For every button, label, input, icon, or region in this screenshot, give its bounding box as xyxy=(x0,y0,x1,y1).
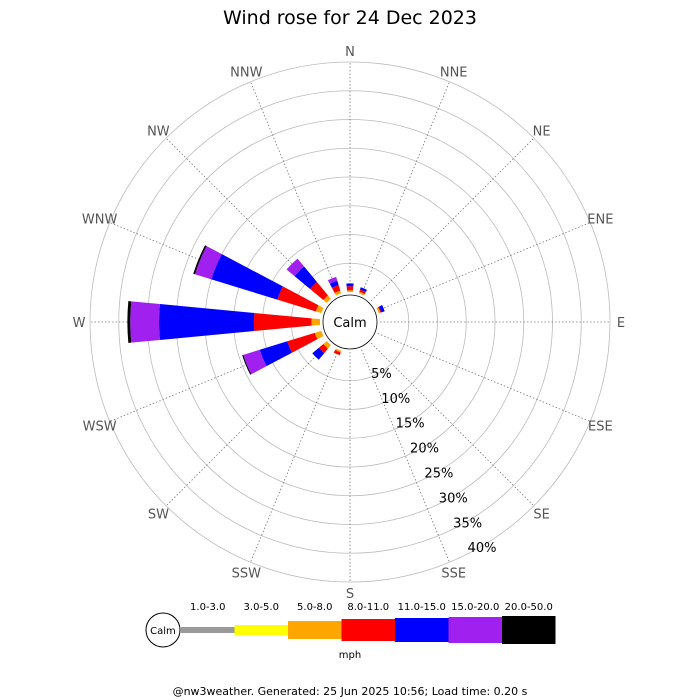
bar-segment xyxy=(323,341,331,349)
legend-label: 15.0-20.0 xyxy=(451,602,499,613)
bar-segment xyxy=(315,305,324,314)
direction-label: S xyxy=(346,587,354,602)
bar-segment xyxy=(323,295,331,303)
bar-segment xyxy=(327,276,338,284)
ring-label: 20% xyxy=(410,442,439,457)
bar-segment xyxy=(329,280,339,288)
grid-ring xyxy=(118,90,582,554)
ring-label: 25% xyxy=(424,466,453,481)
direction-label: NW xyxy=(147,124,170,139)
ring-label: 10% xyxy=(381,392,410,407)
ring-label: 5% xyxy=(371,367,392,382)
legend-label: 5.0-8.0 xyxy=(297,602,332,613)
legend-label: 8.0-11.0 xyxy=(347,602,389,613)
legend-swatch xyxy=(181,627,235,633)
bar-segment xyxy=(346,286,354,291)
direction-label: E xyxy=(617,316,625,331)
bar-segment xyxy=(359,289,366,294)
legend-swatch xyxy=(234,625,288,635)
bar-segment xyxy=(312,347,325,360)
legend: Calm 1.0-3.0 3.0-5.0 5.0-8.0 8.0-11.0 11.0-15… xyxy=(145,602,556,648)
bar-segment xyxy=(286,258,305,277)
bar-segment xyxy=(211,254,283,300)
bar-segment xyxy=(360,287,367,292)
legend-swatch xyxy=(448,617,502,643)
bar-segment xyxy=(127,301,132,343)
calm-circle xyxy=(322,294,378,350)
legend-label: 3.0-5.0 xyxy=(244,602,279,613)
bar-segment xyxy=(379,305,385,313)
bar-segment xyxy=(311,318,321,326)
legend-swatch xyxy=(502,616,556,644)
bar-segment xyxy=(259,341,292,367)
bar-segment xyxy=(335,348,342,353)
bar-segment xyxy=(333,350,341,356)
direction-label: NE xyxy=(533,124,551,139)
direction-label: SE xyxy=(533,508,549,523)
legend-label: 20.0-50.0 xyxy=(505,602,553,613)
direction-label: SSE xyxy=(441,566,466,581)
bar-segment xyxy=(310,282,328,300)
legend-calm-circle xyxy=(145,612,181,648)
bar-segment xyxy=(242,354,252,375)
ring-label: 15% xyxy=(396,417,425,432)
grid-ring xyxy=(89,61,611,583)
legend-label: 1.0-3.0 xyxy=(190,602,225,613)
bar-segment xyxy=(130,301,160,343)
direction-label: SW xyxy=(148,508,169,523)
bar-segment xyxy=(376,307,381,314)
legend-unit: mph xyxy=(339,650,361,661)
direction-label: SSW xyxy=(232,566,262,581)
bar-segment xyxy=(253,312,312,332)
bar-segment xyxy=(194,246,222,280)
direction-label: W xyxy=(73,316,86,331)
bar-segment xyxy=(358,291,365,296)
ring-labels: 5% 10% 15% 20% 25% 30% 35% 40% xyxy=(371,367,496,556)
bar-segment xyxy=(277,286,319,312)
direction-labels: N NNE NE ENE E ESE SE SSE S SSW SW WSW W WNW NW NNW xyxy=(73,45,626,602)
direction-label: WSW xyxy=(83,420,117,435)
direction-label: ENE xyxy=(587,212,613,227)
bar-segment xyxy=(193,245,207,275)
direction-label: WNW xyxy=(82,212,118,227)
legend-swatch xyxy=(395,618,449,642)
legend-label: 11.0-15.0 xyxy=(398,602,446,613)
ring-label: 30% xyxy=(439,491,468,506)
bar-segment xyxy=(243,349,267,375)
bar-segment xyxy=(318,344,328,354)
bar-segment xyxy=(287,332,318,353)
footer-text: @nw3weather. Generated: 25 Jun 2025 10:5… xyxy=(173,685,528,698)
direction-label: N xyxy=(345,45,355,60)
ring-label: 40% xyxy=(468,541,497,556)
bar-segment xyxy=(334,290,342,296)
direction-label: ESE xyxy=(588,420,613,435)
bar-segment xyxy=(346,283,354,287)
bar-segment xyxy=(347,290,353,293)
bar-segment xyxy=(331,285,341,293)
legend-swatch xyxy=(341,619,395,641)
wind-bars xyxy=(127,245,385,375)
ring-label: 35% xyxy=(453,516,482,531)
legend-swatch xyxy=(288,621,342,639)
bar-segment xyxy=(159,304,255,340)
calm-label: Calm xyxy=(333,316,366,331)
bar-segment xyxy=(314,330,324,340)
legend-calm-label: Calm xyxy=(150,626,176,637)
bar-segment xyxy=(378,306,382,313)
chart-title: Wind rose for 24 Dec 2023 xyxy=(223,7,477,29)
bar-segment xyxy=(294,266,317,289)
direction-label: NNE xyxy=(440,66,468,81)
calm-center: Calm xyxy=(322,294,378,350)
direction-label: NNW xyxy=(230,66,262,81)
